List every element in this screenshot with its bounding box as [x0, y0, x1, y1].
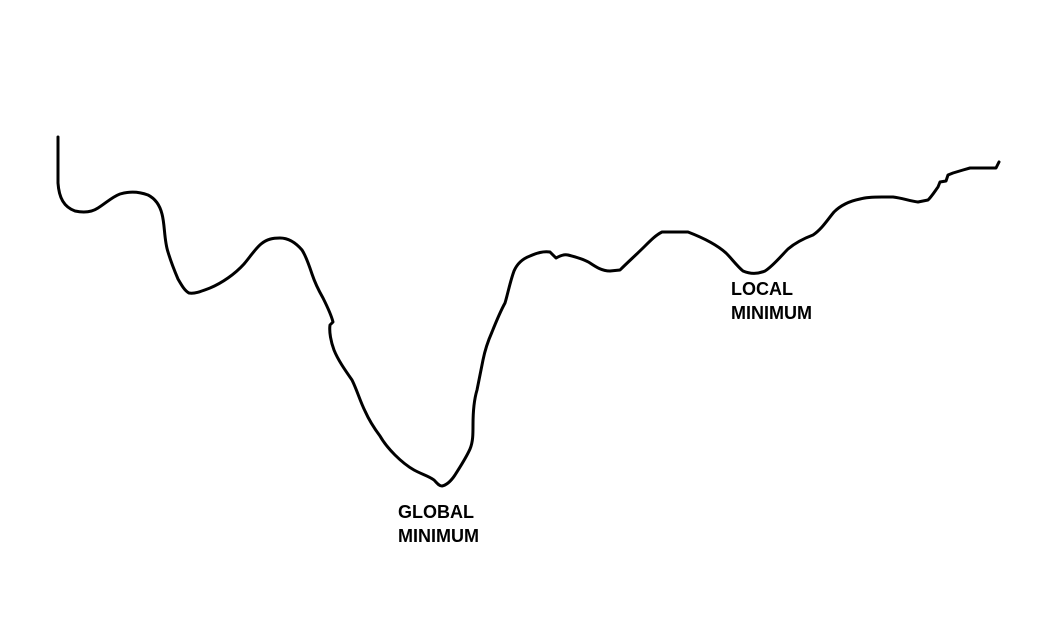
global-minimum-label-line2: MINIMUM: [398, 526, 479, 546]
local-minimum-label-line1: LOCAL: [731, 279, 793, 299]
global-minimum-label: GLOBAL MINIMUM: [398, 500, 479, 548]
global-minimum-label-line1: GLOBAL: [398, 502, 474, 522]
local-minimum-label: LOCAL MINIMUM: [731, 277, 812, 325]
loss-landscape-curve: [56, 135, 1001, 488]
local-minimum-label-line2: MINIMUM: [731, 303, 812, 323]
